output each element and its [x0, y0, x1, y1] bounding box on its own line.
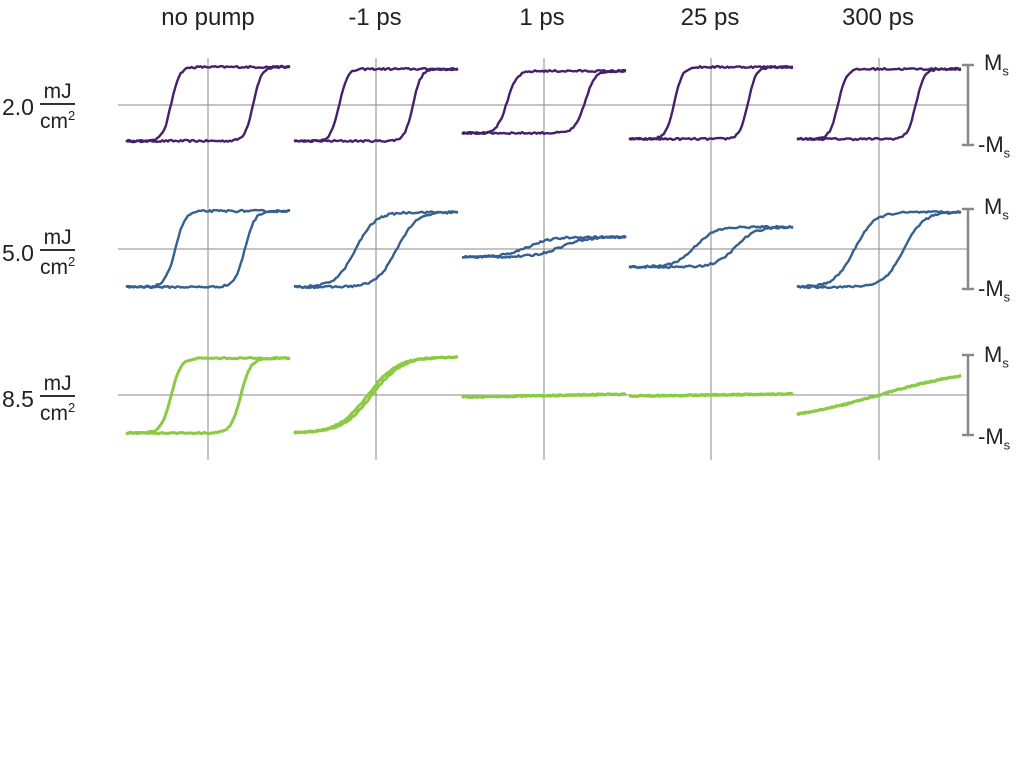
column-title-300ps: 300 ps — [841, 4, 915, 31]
loop-lower-branch-row-3-col-2 — [293, 355, 459, 435]
ms-bottom-label-row2: -Ms — [978, 276, 1011, 305]
fluence-unit: mJ cm2 — [39, 372, 76, 425]
ms-bottom-label-row3: -Ms — [978, 424, 1011, 453]
loop-upper-branch-row-1-col-5 — [796, 66, 962, 142]
column-title-no-pump: no pump — [161, 4, 255, 31]
ms-bottom-label-row1: -Ms — [978, 132, 1011, 161]
fluence-value: 8.5 — [2, 385, 34, 412]
fluence-value: 5.0 — [2, 239, 34, 266]
unit-denominator: cm2 — [39, 254, 76, 279]
loop-lower-branch-row-1-col-3 — [461, 68, 627, 135]
row-label-fluence-8-5: 8.5 mJ cm2 — [2, 372, 76, 425]
loop-lower-branch-row-1-col-2 — [293, 66, 459, 143]
loop-lower-branch-row-2-col-3 — [462, 234, 627, 259]
row-label-fluence-5: 5.0 mJ cm2 — [2, 226, 76, 279]
unit-numerator: mJ — [43, 226, 72, 249]
row-label-fluence-2: 2.0 mJ cm2 — [2, 80, 76, 133]
unit-denominator: cm2 — [39, 108, 76, 133]
loop-lower-branch-row-3-col-4 — [628, 391, 794, 398]
loop-upper-branch-row-2-col-2 — [293, 210, 459, 290]
loop-lower-branch-row-1-col-1 — [125, 64, 291, 144]
unit-numerator: mJ — [43, 80, 72, 103]
loop-lower-branch-row-2-col-1 — [125, 208, 291, 289]
ms-top-label-row2: Ms — [984, 194, 1009, 223]
loop-lower-branch-row-2-col-5 — [796, 210, 962, 289]
loop-lower-branch-row-3-col-5 — [796, 373, 962, 416]
loop-upper-branch-row-1-col-1 — [125, 65, 291, 144]
loop-lower-branch-row-1-col-5 — [796, 66, 962, 141]
fluence-value: 2.0 — [2, 93, 34, 120]
unit-denominator: cm2 — [39, 400, 76, 425]
ms-top-label-row3: Ms — [984, 342, 1009, 371]
column-title-25ps: 25 ps — [680, 4, 740, 31]
loop-upper-branch-row-2-col-5 — [796, 210, 962, 290]
loop-lower-branch-row-2-col-2 — [293, 210, 459, 289]
unit-numerator: mJ — [43, 372, 72, 395]
ms-top-label-row1: Ms — [984, 50, 1009, 79]
loop-lower-branch-row-3-col-1 — [125, 356, 291, 435]
column-title-1ps: 1 ps — [519, 4, 565, 31]
loop-lower-branch-row-3-col-3 — [461, 392, 627, 399]
loop-lower-branch-row-1-col-4 — [628, 64, 794, 141]
loop-lower-branch-row-2-col-4 — [628, 224, 794, 269]
column-title-minus-1ps: -1 ps — [348, 4, 402, 31]
fluence-unit: mJ cm2 — [39, 226, 76, 279]
fluence-unit: mJ cm2 — [39, 80, 76, 133]
